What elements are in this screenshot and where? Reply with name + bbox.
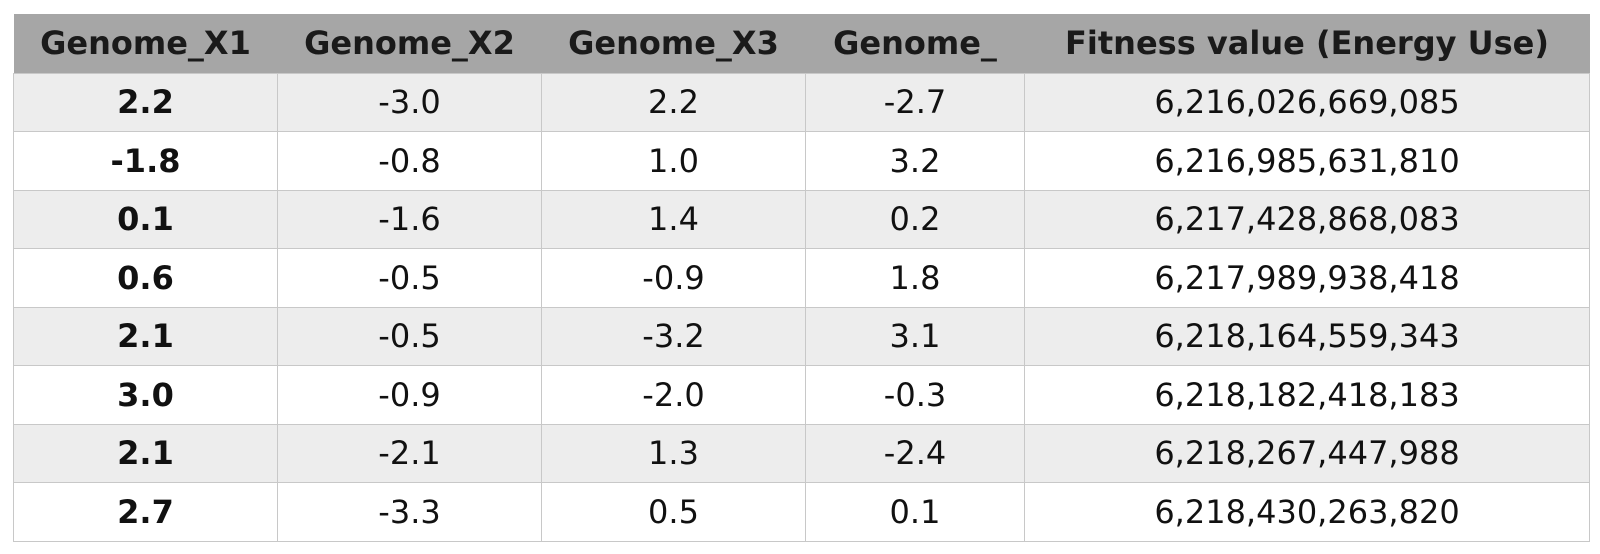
cell-genome-x2: -3.3 — [277, 482, 542, 542]
fitness-table: Genome_X1 Genome_X2 Genome_X3 Genome_ Fi… — [13, 14, 1590, 542]
cell-genome-x1: 0.1 — [13, 189, 278, 249]
table-row: 2.1 -0.5 -3.2 3.1 6,218,164,559,343 — [13, 306, 1590, 366]
cell-genome-x1: -1.8 — [13, 131, 278, 191]
column-header-genome-x2: Genome_X2 — [304, 24, 515, 63]
cell-genome-x1: 2.2 — [13, 72, 278, 132]
cell-genome-x1: 3.0 — [13, 365, 278, 425]
cell-genome-x4: 0.1 — [805, 482, 1025, 542]
cell-genome-x4: -2.4 — [805, 423, 1025, 483]
cell-fitness-value: 6,218,430,263,820 — [1024, 482, 1590, 542]
cell-genome-x2: -0.5 — [277, 248, 542, 308]
cell-genome-x3: 0.5 — [541, 482, 806, 542]
cell-genome-x2: -0.5 — [277, 306, 542, 366]
cell-genome-x1: 0.6 — [13, 248, 278, 308]
cell-genome-x2: -3.0 — [277, 72, 542, 132]
table-row: 2.2 -3.0 2.2 -2.7 6,216,026,669,085 — [13, 72, 1590, 132]
cell-genome-x4: 0.2 — [805, 189, 1025, 249]
table-row: 2.1 -2.1 1.3 -2.4 6,218,267,447,988 — [13, 423, 1590, 483]
cell-fitness-value: 6,216,026,669,085 — [1024, 72, 1590, 132]
cell-genome-x2: -1.6 — [277, 189, 542, 249]
column-header-genome-x1: Genome_X1 — [40, 24, 251, 63]
cell-genome-x3: 1.0 — [541, 131, 806, 191]
cell-genome-x1: 2.7 — [13, 482, 278, 542]
table-row: -1.8 -0.8 1.0 3.2 6,216,985,631,810 — [13, 131, 1590, 191]
cell-genome-x2: -0.8 — [277, 131, 542, 191]
cell-fitness-value: 6,218,182,418,183 — [1024, 365, 1590, 425]
table-body: 2.2 -3.0 2.2 -2.7 6,216,026,669,085 -1.8… — [13, 72, 1590, 542]
column-header-fitness-value: Fitness value (Energy Use) — [1065, 24, 1549, 63]
column-header-genome-x3: Genome_X3 — [568, 24, 779, 63]
cell-genome-x3: -2.0 — [541, 365, 806, 425]
cell-genome-x4: -2.7 — [805, 72, 1025, 132]
cell-fitness-value: 6,218,164,559,343 — [1024, 306, 1590, 366]
table-row: 2.7 -3.3 0.5 0.1 6,218,430,263,820 — [13, 482, 1590, 542]
cell-genome-x3: -0.9 — [541, 248, 806, 308]
cell-genome-x3: -3.2 — [541, 306, 806, 366]
cell-genome-x1: 2.1 — [13, 306, 278, 366]
table-header: Genome_X1 Genome_X2 Genome_X3 Genome_ Fi… — [13, 14, 1590, 73]
cell-genome-x2: -2.1 — [277, 423, 542, 483]
cell-fitness-value: 6,218,267,447,988 — [1024, 423, 1590, 483]
cell-genome-x4: 1.8 — [805, 248, 1025, 308]
cell-genome-x3: 1.4 — [541, 189, 806, 249]
cell-genome-x4: 3.2 — [805, 131, 1025, 191]
cell-genome-x4: -0.3 — [805, 365, 1025, 425]
cell-genome-x4: 3.1 — [805, 306, 1025, 366]
table-row: 0.6 -0.5 -0.9 1.8 6,217,989,938,418 — [13, 248, 1590, 308]
cell-fitness-value: 6,217,428,868,083 — [1024, 189, 1590, 249]
cell-fitness-value: 6,216,985,631,810 — [1024, 131, 1590, 191]
table-row: 0.1 -1.6 1.4 0.2 6,217,428,868,083 — [13, 189, 1590, 249]
cell-genome-x3: 1.3 — [541, 423, 806, 483]
table-row: 3.0 -0.9 -2.0 -0.3 6,218,182,418,183 — [13, 365, 1590, 425]
cell-fitness-value: 6,217,989,938,418 — [1024, 248, 1590, 308]
column-header-genome-x4: Genome_ — [833, 24, 997, 63]
header-row: Genome_X1 Genome_X2 Genome_X3 Genome_ Fi… — [13, 14, 1590, 73]
cell-genome-x3: 2.2 — [541, 72, 806, 132]
cell-genome-x1: 2.1 — [13, 423, 278, 483]
cell-genome-x2: -0.9 — [277, 365, 542, 425]
